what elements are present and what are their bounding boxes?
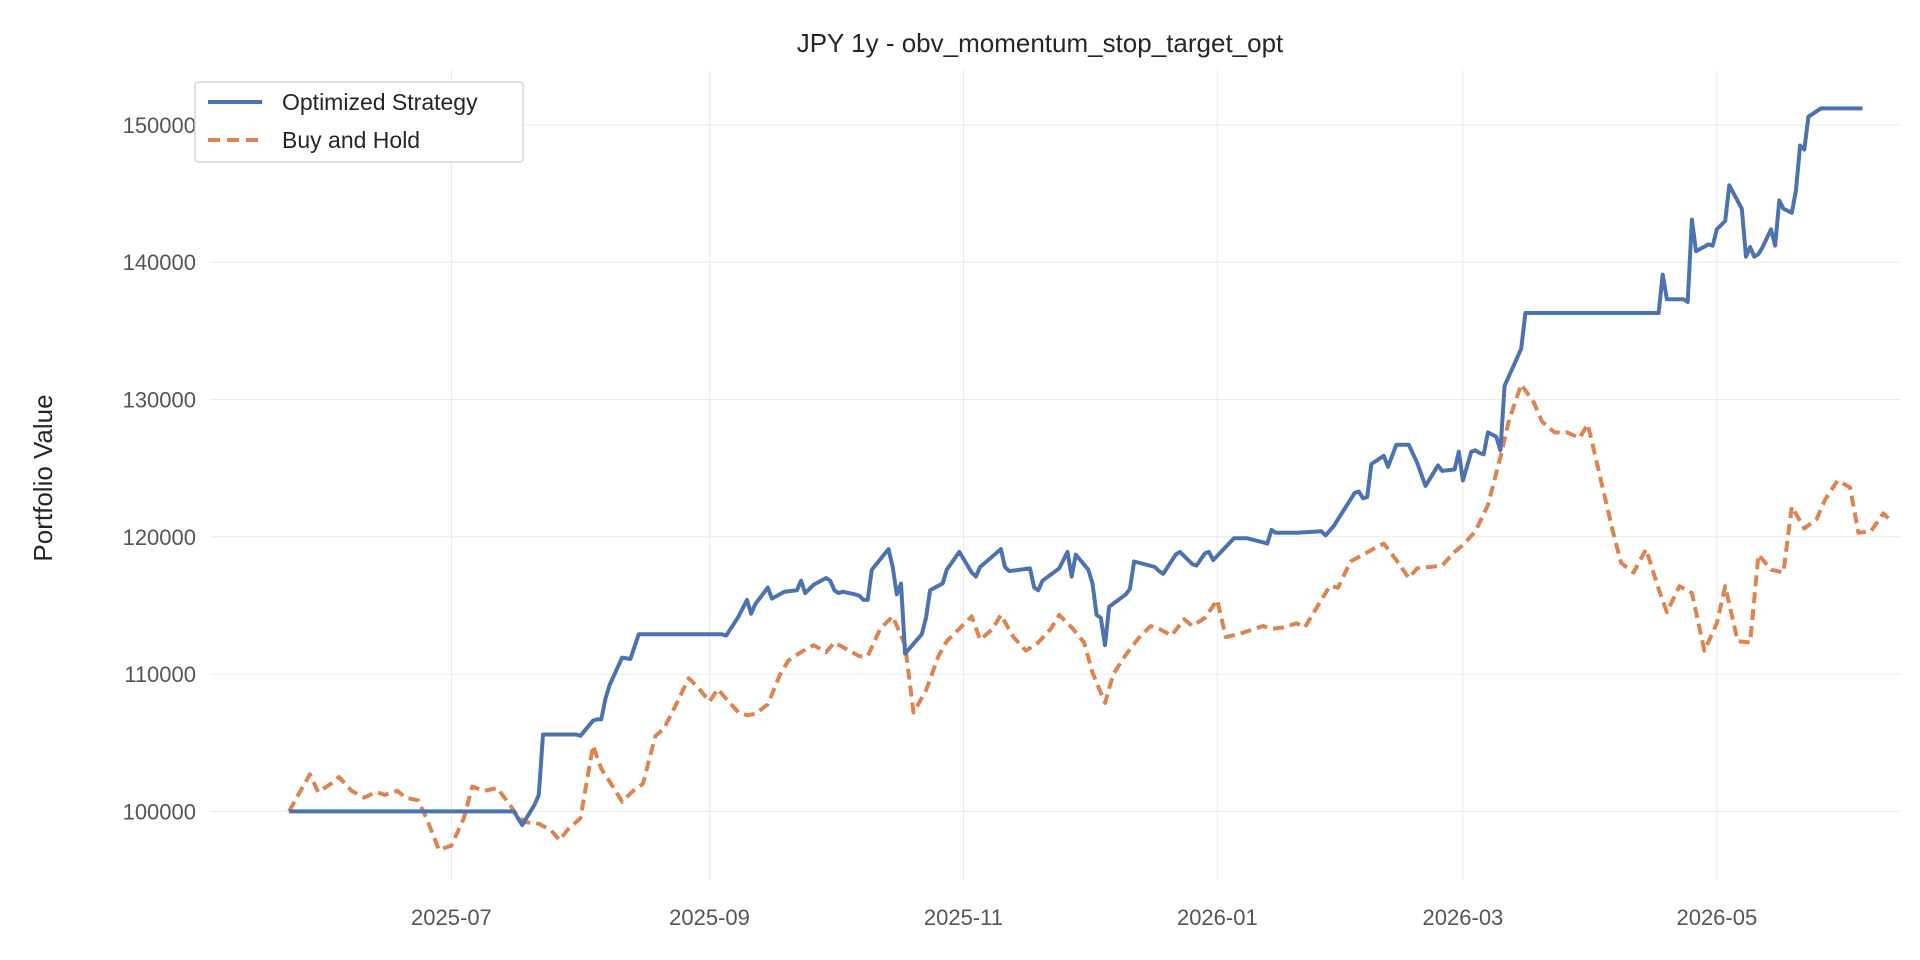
legend: Optimized Strategy Buy and Hold xyxy=(194,81,524,163)
series-line-buy-and-hold xyxy=(287,382,1894,852)
x-tick-label: 2026-05 xyxy=(1676,905,1757,930)
x-tick-label: 2025-11 xyxy=(924,905,1003,930)
grid-lines xyxy=(210,70,1900,880)
y-tick-label: 100000 xyxy=(123,799,196,824)
x-tick-label: 2025-07 xyxy=(411,905,492,930)
y-tick-label: 120000 xyxy=(123,525,196,550)
legend-label-optimized-strategy: Optimized Strategy xyxy=(282,89,478,115)
x-axis-ticks: 2025-07 2025-09 2025-11 2026-01 2026-03 2026-… xyxy=(411,905,1757,930)
x-tick-label: 2026-01 xyxy=(1177,905,1258,930)
y-axis-ticks: 100000 110000 120000 130000 140000 150000 xyxy=(123,113,196,824)
series-line-optimized-strategy xyxy=(289,106,1863,828)
series-lines xyxy=(287,106,1894,852)
y-tick-label: 140000 xyxy=(123,250,196,275)
x-tick-label: 2026-03 xyxy=(1423,905,1504,930)
x-tick-label: 2025-09 xyxy=(669,905,750,930)
y-tick-label: 130000 xyxy=(123,387,196,412)
chart-title: JPY 1y - obv_momentum_stop_target_opt xyxy=(797,28,1284,58)
legend-box xyxy=(194,81,524,163)
y-axis-label: Portfolio Value xyxy=(28,394,58,561)
y-tick-label: 110000 xyxy=(124,662,196,687)
y-tick-label: 150000 xyxy=(123,113,196,138)
legend-label-buy-and-hold: Buy and Hold xyxy=(282,127,420,153)
